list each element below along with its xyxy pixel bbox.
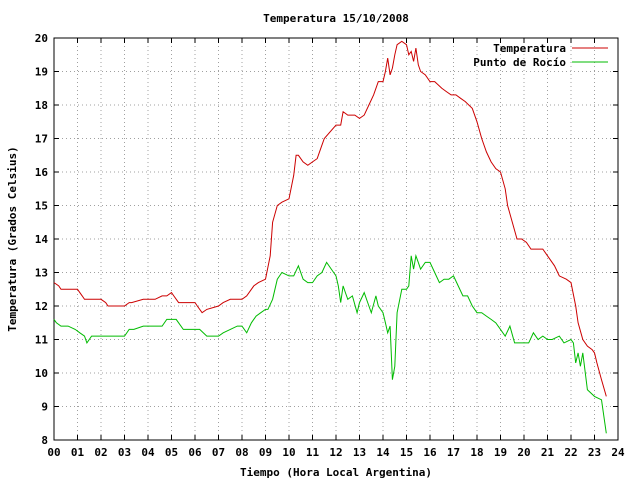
y-tick-label: 18	[35, 99, 48, 112]
y-tick-label: 13	[35, 267, 48, 280]
x-tick-label: 24	[611, 446, 625, 459]
x-tick-label: 03	[118, 446, 131, 459]
x-tick-label: 04	[141, 446, 155, 459]
x-tick-label: 02	[94, 446, 107, 459]
series-layer	[53, 40, 607, 434]
x-tick-label: 14	[376, 446, 390, 459]
x-tick-label: 10	[282, 446, 295, 459]
x-tick-label: 18	[470, 446, 483, 459]
y-tick-label: 8	[41, 434, 48, 447]
x-tick-label: 15	[400, 446, 413, 459]
legend-label: Punto de Rocío	[473, 56, 566, 69]
y-tick-label: 15	[35, 200, 48, 213]
x-tick-label: 17	[447, 446, 460, 459]
y-axis-label: Temperatura (Grados Celsius)	[6, 146, 19, 331]
y-tick-label: 14	[35, 233, 49, 246]
x-tick-label: 12	[329, 446, 342, 459]
x-tick-label: 16	[423, 446, 437, 459]
y-tick-label: 17	[35, 133, 48, 146]
x-axis-label: Tiempo (Hora Local Argentina)	[240, 466, 432, 479]
x-tick-label: 23	[588, 446, 601, 459]
y-tick-label: 9	[41, 401, 48, 414]
x-tick-label: 05	[165, 446, 178, 459]
x-tick-label: 09	[259, 446, 272, 459]
x-tick-label: 07	[212, 446, 225, 459]
y-tick-label: 19	[35, 66, 48, 79]
chart-title: Temperatura 15/10/2008	[263, 12, 409, 25]
x-tick-label: 21	[541, 446, 555, 459]
y-tick-label: 12	[35, 300, 48, 313]
x-tick-label: 22	[564, 446, 577, 459]
series-line-1	[53, 253, 607, 434]
x-tick-label: 08	[235, 446, 248, 459]
series-line-0	[53, 40, 607, 397]
y-tick-label: 20	[35, 32, 48, 45]
y-tick-label: 11	[35, 334, 49, 347]
x-tick-label: 19	[494, 446, 507, 459]
x-tick-label: 01	[71, 446, 85, 459]
x-tick-label: 00	[47, 446, 60, 459]
x-tick-label: 11	[306, 446, 320, 459]
x-tick-label: 06	[188, 446, 202, 459]
x-tick-label: 13	[353, 446, 366, 459]
grid	[54, 38, 618, 440]
legend-label: Temperatura	[493, 42, 566, 55]
x-tick-label: 20	[517, 446, 530, 459]
y-tick-label: 16	[35, 166, 49, 179]
axis-ticks: 00 01 02 03 04 05 06 07 08 09 10 11 12 13 14 15 16 17 18 19…	[35, 32, 625, 459]
y-tick-label: 10	[35, 367, 48, 380]
